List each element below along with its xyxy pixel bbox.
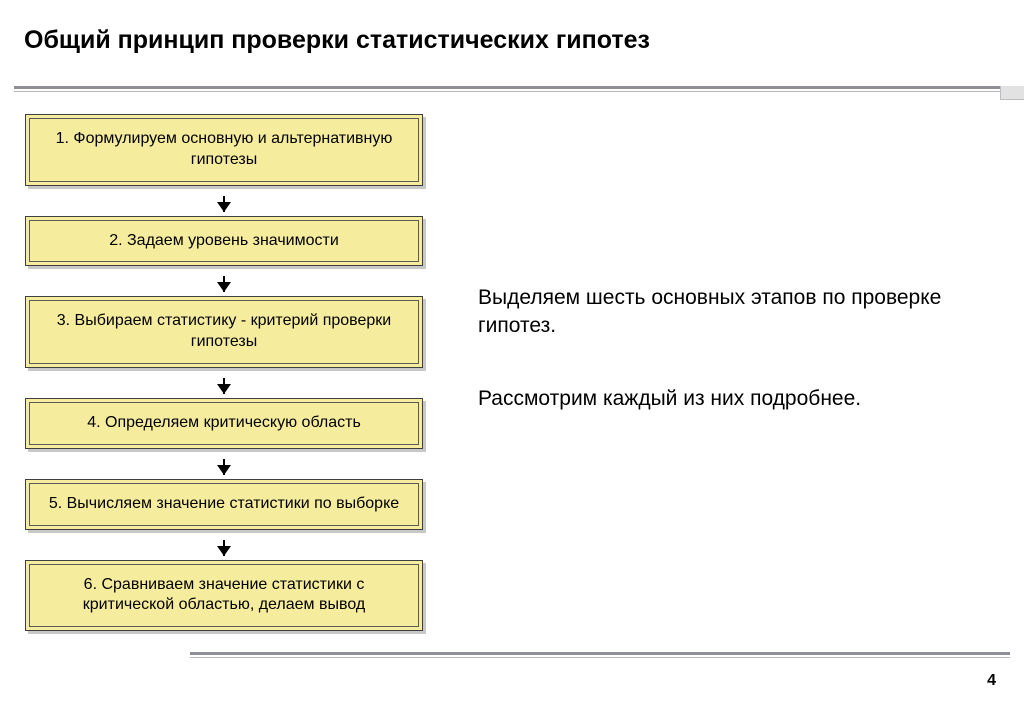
body-para-2: Рассмотрим каждый из них подробнее. xyxy=(478,385,998,413)
flow-step-5: 5. Вычисляем значение статистики по выбо… xyxy=(25,479,423,530)
flow-step-label: 4. Определяем критическую область xyxy=(29,402,419,445)
page-number: 4 xyxy=(987,672,996,690)
flow-step-3: 3. Выбираем статистику - критерий провер… xyxy=(25,296,423,368)
divider-bottom xyxy=(190,652,1010,658)
flow-step-label: 3. Выбираем статистику - критерий провер… xyxy=(29,300,419,364)
flow-step-label: 2. Задаем уровень значимости xyxy=(29,220,419,263)
body-para-1: Выделяем шесть основных этапов по провер… xyxy=(478,284,998,341)
flow-step-2: 2. Задаем уровень значимости xyxy=(25,216,423,267)
arrow-down-icon xyxy=(217,465,231,475)
flow-step-1: 1. Формулируем основную и альтернативную… xyxy=(25,114,423,186)
body-text: Выделяем шесть основных этапов по провер… xyxy=(478,284,998,413)
flow-step-6: 6. Сравниваем значение статистики с крит… xyxy=(25,560,423,632)
slide-title: Общий принцип проверки статистических ги… xyxy=(24,26,650,55)
arrow-down-icon xyxy=(217,384,231,394)
divider-top-stub xyxy=(1000,86,1024,100)
flow-step-label: 5. Вычисляем значение статистики по выбо… xyxy=(29,483,419,526)
arrow-down-icon xyxy=(217,202,231,212)
flow-step-label: 6. Сравниваем значение статистики с крит… xyxy=(29,564,419,628)
divider-top xyxy=(0,86,1024,92)
flow-step-label: 1. Формулируем основную и альтернативную… xyxy=(29,118,419,182)
arrow-down-icon xyxy=(217,546,231,556)
arrow-down-icon xyxy=(217,282,231,292)
flow-step-4: 4. Определяем критическую область xyxy=(25,398,423,449)
flowchart: 1. Формулируем основную и альтернативную… xyxy=(24,114,424,631)
